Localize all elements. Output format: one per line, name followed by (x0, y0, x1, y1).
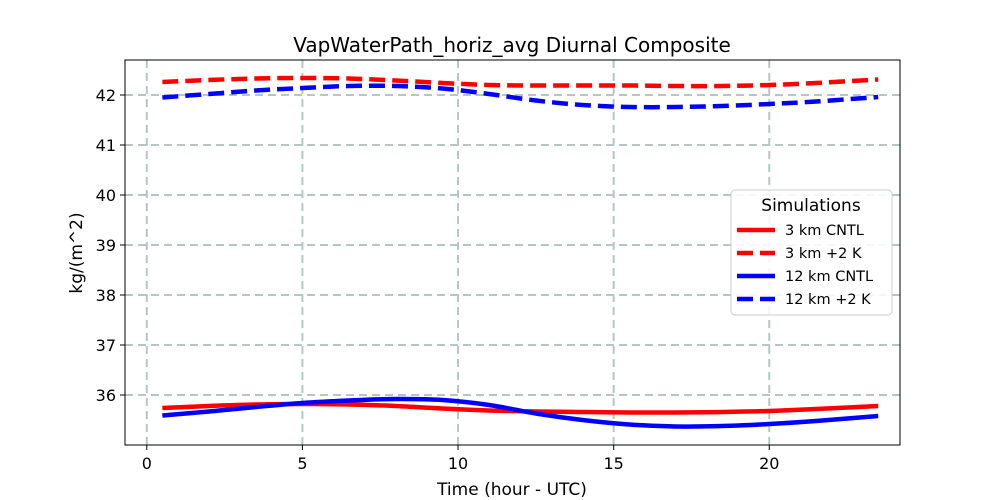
legend-label: 12 km CNTL (785, 269, 873, 285)
y-tick-label: 38 (96, 286, 116, 305)
x-tick-label: 5 (297, 454, 307, 473)
y-tick-label: 41 (96, 136, 116, 155)
legend-box (730, 189, 893, 316)
series-layer (162, 75, 879, 429)
legend-items: 3 km CNTL 3 km +2 K 12 km CNTL 12 km +2 K (737, 223, 873, 308)
tick-layer: 0 5 10 15 20 36 37 38 39 40 41 42 (96, 86, 780, 473)
y-tick-label: 36 (96, 386, 116, 405)
y-tick-label: 42 (96, 86, 116, 105)
x-tick-label: 0 (142, 454, 152, 473)
plot-frame (124, 59, 901, 446)
x-tick-label: 10 (448, 454, 468, 473)
legend-label: 12 km +2 K (785, 292, 871, 308)
y-tick-label: 40 (96, 186, 116, 205)
x-tick-label: 20 (759, 454, 779, 473)
series-line-12-km-cntl (162, 396, 879, 429)
legend: Simulations 3 km CNTL 3 km +2 K 12 km CNTL… (730, 189, 893, 316)
y-axis-label: kg/(m^2) (67, 212, 87, 293)
legend-title: Simulations (761, 196, 861, 216)
y-tick-label: 37 (96, 336, 116, 355)
y-tick-label: 39 (96, 236, 116, 255)
legend-label: 3 km +2 K (785, 246, 862, 262)
series-line-3-km-2-k (162, 75, 879, 89)
series-line-12-km-2-k (162, 83, 879, 110)
x-axis-label: Time (hour - UTC) (436, 480, 587, 500)
legend-label: 3 km CNTL (785, 223, 864, 239)
x-tick-label: 15 (603, 454, 623, 473)
chart-title: VapWaterPath_horiz_avg Diurnal Composite (293, 33, 731, 57)
